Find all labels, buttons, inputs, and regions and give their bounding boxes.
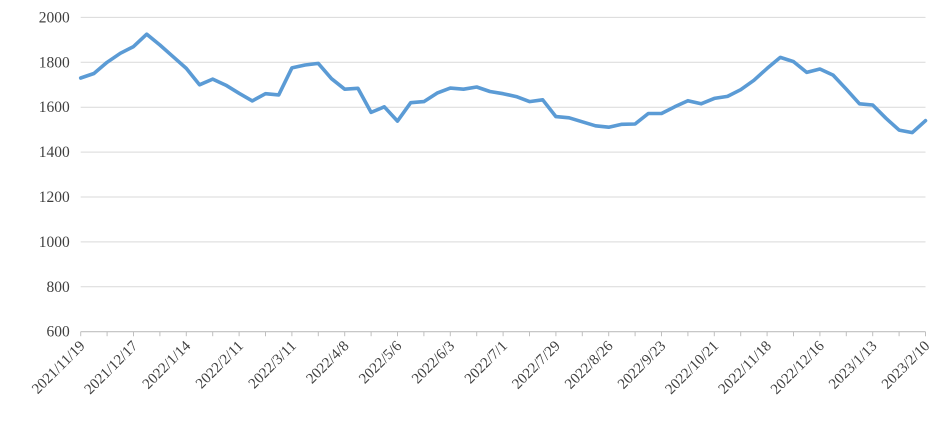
x-axis-tick-label: 2022/5/6 [356,338,405,387]
x-axis-tick-label: 2022/7/29 [509,338,563,392]
x-axis-tick-label: 2023/1/13 [826,338,880,392]
y-axis-tick-label: 2000 [39,9,70,26]
y-axis-tick-label: 800 [46,279,70,296]
x-axis-tick-label: 2022/12/16 [768,338,828,398]
series-line [78,32,928,135]
y-axis-tick-label: 1400 [39,144,70,161]
x-axis-tick-label: 2022/8/26 [562,338,617,393]
x-axis-tick-label: 2022/1/14 [140,338,195,393]
x-axis-tick-label: 2022/2/11 [193,338,247,392]
x-axis-tick-label: 2022/7/1 [462,338,511,387]
y-axis-tick-label: 1200 [39,189,70,206]
x-axis-tick-label: 2022/11/18 [716,338,775,397]
y-axis-tick-label: 1600 [39,99,70,116]
y-axis-tick-label: 1800 [39,54,70,71]
x-axis-tick-label: 2022/6/3 [409,338,458,387]
x-axis-tick-label: 2022/10/21 [662,338,722,398]
x-axis-tick-label: 2022/3/11 [246,338,300,392]
x-axis-tick-label: 2022/4/8 [303,338,352,387]
x-axis-tick-label: 2023/2/10 [879,338,933,392]
x-axis-tick-label: 2021/12/17 [82,338,142,398]
y-axis-tick-label: 600 [46,324,70,341]
x-axis-tick-label: 2021/11/19 [29,338,88,397]
y-axis-tick-label: 1000 [39,234,70,251]
x-axis-tick-label: 2022/9/23 [615,338,669,392]
